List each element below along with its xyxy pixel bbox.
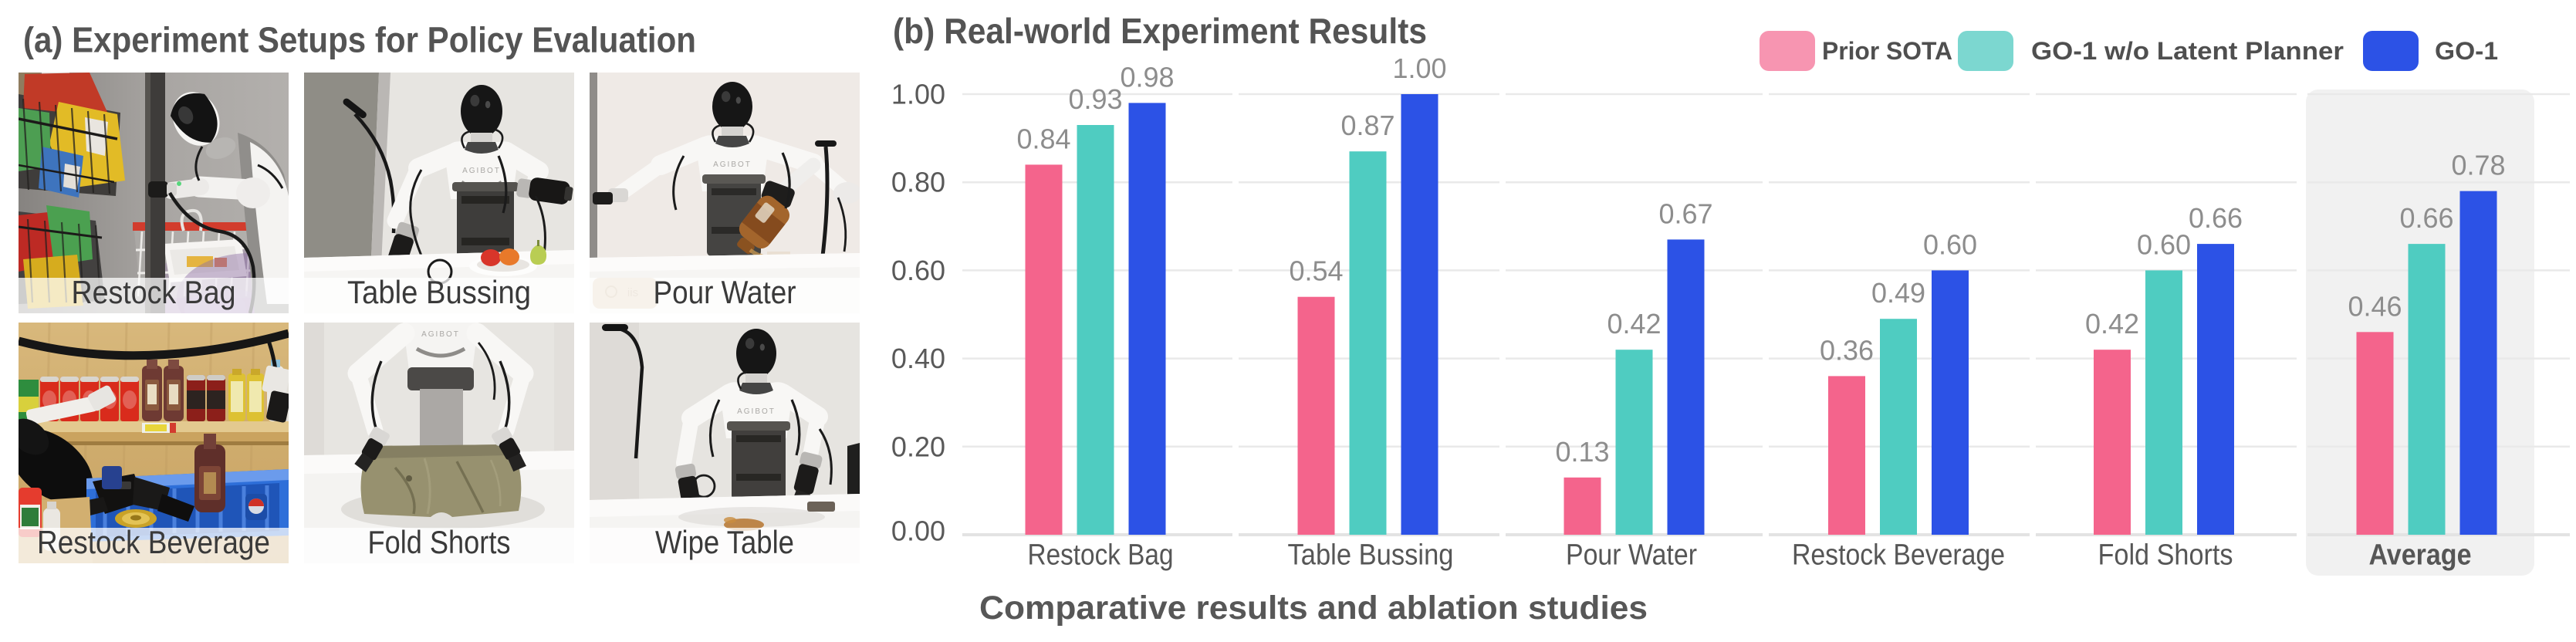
- svg-text:AGIBOT: AGIBOT: [737, 407, 776, 416]
- svg-text:1.00: 1.00: [1392, 52, 1446, 84]
- svg-text:0.36: 0.36: [1820, 334, 1874, 366]
- svg-text:0.54: 0.54: [1289, 255, 1343, 287]
- svg-text:0.93: 0.93: [1068, 83, 1122, 115]
- svg-text:0.80: 0.80: [891, 167, 945, 198]
- svg-text:AGIBOT: AGIBOT: [713, 160, 752, 169]
- svg-text:0.66: 0.66: [2399, 202, 2453, 234]
- svg-text:0.60: 0.60: [891, 255, 945, 286]
- svg-text:0.87: 0.87: [1340, 110, 1394, 141]
- svg-text:Restock Beverage: Restock Beverage: [1792, 539, 2005, 572]
- svg-text:1.00: 1.00: [891, 79, 945, 110]
- svg-text:0.60: 0.60: [2137, 228, 2191, 260]
- svg-text:0.60: 0.60: [1923, 228, 1977, 260]
- svg-text:0.84: 0.84: [1016, 123, 1070, 154]
- svg-text:Fold Shorts: Fold Shorts: [368, 524, 511, 560]
- svg-text:Table Bussing: Table Bussing: [1288, 539, 1454, 572]
- svg-text:0.49: 0.49: [1871, 277, 1925, 309]
- svg-text:0.00: 0.00: [891, 515, 945, 547]
- svg-text:Restock Beverage: Restock Beverage: [37, 524, 270, 560]
- svg-text:Comparative results and ablati: Comparative results and ablation studies: [979, 590, 1648, 627]
- svg-text:0.40: 0.40: [891, 343, 945, 374]
- svg-text:0.98: 0.98: [1120, 61, 1174, 93]
- svg-text:Wipe Table: Wipe Table: [655, 524, 794, 560]
- svg-text:0.78: 0.78: [2451, 150, 2505, 181]
- svg-text:0.66: 0.66: [2189, 202, 2243, 234]
- svg-text:0.67: 0.67: [1658, 198, 1712, 229]
- svg-text:0.20: 0.20: [891, 431, 945, 462]
- svg-text:AGIBOT: AGIBOT: [421, 330, 460, 339]
- svg-text:0.42: 0.42: [2085, 308, 2139, 340]
- svg-text:0.13: 0.13: [1555, 436, 1609, 468]
- svg-text:Pour Water: Pour Water: [654, 274, 796, 310]
- svg-text:AGIBOT: AGIBOT: [462, 167, 501, 175]
- svg-text:0.42: 0.42: [1607, 308, 1661, 340]
- svg-text:0.46: 0.46: [2348, 290, 2402, 322]
- svg-text:GO-1 w/o Latent Planner: GO-1 w/o Latent Planner: [2031, 37, 2344, 65]
- svg-text:Prior SOTA: Prior SOTA: [1822, 37, 1952, 65]
- svg-text:Table Bussing: Table Bussing: [347, 274, 531, 310]
- svg-text:Restock Bag: Restock Bag: [1028, 539, 1174, 572]
- svg-text:Fold Shorts: Fold Shorts: [2098, 539, 2233, 572]
- svg-text:Restock Bag: Restock Bag: [72, 274, 236, 310]
- svg-text:Average: Average: [2369, 539, 2472, 572]
- svg-text:(a) Experiment Setups for Poli: (a) Experiment Setups for Policy Evaluat…: [23, 20, 696, 60]
- svg-text:(b) Real-world Experiment Resu: (b) Real-world Experiment Results: [893, 11, 1427, 51]
- svg-text:Pour Water: Pour Water: [1566, 539, 1697, 572]
- svg-text:GO-1: GO-1: [2435, 37, 2498, 65]
